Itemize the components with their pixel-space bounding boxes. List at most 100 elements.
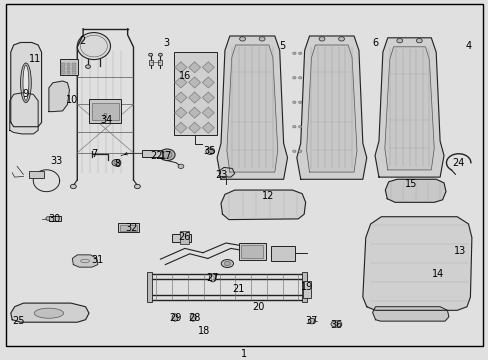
Bar: [240, 245, 262, 258]
Text: 15: 15: [404, 179, 416, 189]
Ellipse shape: [209, 274, 216, 282]
Ellipse shape: [224, 261, 230, 266]
Bar: [60, 59, 78, 75]
Bar: [89, 99, 121, 122]
Text: 16: 16: [178, 71, 191, 81]
Ellipse shape: [396, 39, 402, 43]
Text: 6: 6: [372, 38, 378, 48]
Ellipse shape: [298, 77, 302, 79]
Polygon shape: [49, 81, 69, 112]
Ellipse shape: [148, 53, 152, 56]
Polygon shape: [188, 92, 200, 103]
Text: 34: 34: [100, 114, 113, 125]
Polygon shape: [11, 42, 41, 127]
Bar: [146, 272, 151, 302]
Bar: [72, 63, 76, 66]
Text: 8: 8: [114, 159, 120, 169]
Ellipse shape: [162, 151, 172, 158]
Ellipse shape: [23, 65, 29, 100]
Polygon shape: [384, 47, 433, 170]
Bar: [66, 71, 70, 74]
Ellipse shape: [221, 260, 233, 267]
Polygon shape: [188, 77, 200, 88]
Ellipse shape: [298, 150, 302, 153]
Text: 7: 7: [91, 149, 97, 159]
Ellipse shape: [134, 184, 140, 189]
Text: 2: 2: [79, 36, 85, 46]
Text: 31: 31: [91, 255, 104, 265]
Ellipse shape: [338, 37, 344, 41]
Bar: [180, 231, 188, 244]
Polygon shape: [72, 255, 98, 267]
Polygon shape: [11, 303, 89, 322]
Ellipse shape: [330, 321, 341, 327]
Polygon shape: [226, 45, 277, 172]
Ellipse shape: [159, 149, 175, 161]
Bar: [238, 243, 265, 260]
Bar: [148, 60, 152, 65]
Polygon shape: [175, 107, 186, 118]
Ellipse shape: [239, 37, 245, 41]
Text: 13: 13: [452, 246, 465, 256]
Text: 5: 5: [279, 41, 285, 51]
Text: 32: 32: [124, 222, 137, 233]
Ellipse shape: [298, 52, 302, 55]
Ellipse shape: [318, 37, 324, 41]
Text: 8: 8: [102, 113, 107, 119]
Text: 27: 27: [206, 273, 219, 283]
Bar: [61, 71, 65, 74]
Polygon shape: [202, 77, 214, 88]
Text: 37: 37: [305, 316, 318, 326]
Bar: [302, 272, 306, 302]
Text: 22: 22: [150, 150, 163, 161]
Ellipse shape: [205, 148, 214, 154]
Ellipse shape: [114, 161, 119, 165]
Text: 24: 24: [451, 158, 464, 168]
Bar: [49, 216, 61, 221]
Ellipse shape: [208, 149, 212, 153]
Ellipse shape: [292, 101, 295, 104]
Polygon shape: [175, 62, 186, 73]
Text: 3: 3: [163, 38, 169, 48]
Text: 19: 19: [300, 282, 313, 292]
Polygon shape: [202, 122, 214, 133]
Polygon shape: [362, 217, 471, 310]
Ellipse shape: [172, 314, 178, 321]
Polygon shape: [175, 122, 186, 133]
Text: 36: 36: [329, 320, 342, 330]
Bar: [72, 67, 76, 70]
Ellipse shape: [70, 184, 76, 189]
Ellipse shape: [77, 32, 110, 59]
Ellipse shape: [292, 126, 295, 128]
Bar: [172, 234, 190, 242]
Ellipse shape: [416, 39, 422, 43]
Polygon shape: [202, 62, 214, 73]
Text: 11: 11: [29, 54, 41, 64]
Text: 25: 25: [12, 316, 25, 326]
Bar: [72, 71, 76, 74]
Text: 33: 33: [50, 156, 62, 166]
Bar: [61, 63, 65, 66]
Ellipse shape: [178, 164, 183, 168]
Ellipse shape: [158, 53, 162, 56]
Polygon shape: [296, 36, 366, 179]
Polygon shape: [175, 92, 186, 103]
Bar: [61, 67, 65, 70]
Polygon shape: [188, 107, 200, 118]
Bar: [92, 103, 119, 120]
Ellipse shape: [292, 77, 295, 79]
Text: 29: 29: [168, 312, 181, 323]
Polygon shape: [385, 179, 445, 202]
Ellipse shape: [298, 126, 302, 128]
Text: 4: 4: [465, 41, 470, 51]
Text: 35: 35: [203, 146, 215, 156]
Polygon shape: [188, 122, 200, 133]
Text: 23: 23: [214, 170, 227, 180]
Text: 26: 26: [178, 232, 191, 242]
Ellipse shape: [298, 101, 302, 104]
Text: 10: 10: [66, 95, 79, 105]
Ellipse shape: [259, 37, 264, 41]
Bar: [29, 171, 44, 178]
Text: 28: 28: [188, 312, 201, 323]
Text: 30: 30: [48, 214, 61, 224]
